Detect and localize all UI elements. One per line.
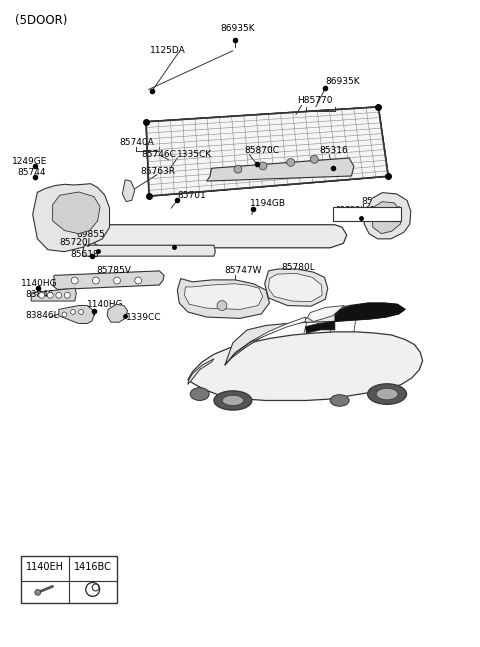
Polygon shape: [90, 225, 347, 248]
Text: 89855: 89855: [76, 230, 105, 239]
Circle shape: [259, 162, 267, 170]
Text: 1416BC: 1416BC: [74, 562, 112, 573]
Ellipse shape: [35, 589, 41, 595]
Polygon shape: [31, 288, 76, 301]
Polygon shape: [53, 192, 100, 234]
Text: 85316: 85316: [320, 146, 348, 155]
Polygon shape: [146, 107, 388, 196]
Text: 1339CC: 1339CC: [126, 313, 162, 322]
Text: 1140EH: 1140EH: [26, 562, 64, 573]
Text: 85763R: 85763R: [140, 167, 175, 176]
Text: 1249GE: 1249GE: [12, 157, 48, 166]
Circle shape: [62, 312, 67, 317]
Polygon shape: [33, 184, 109, 252]
Polygon shape: [184, 284, 263, 309]
Polygon shape: [307, 305, 344, 322]
Ellipse shape: [376, 388, 398, 400]
Ellipse shape: [368, 384, 407, 404]
Circle shape: [71, 309, 75, 314]
Text: 85701: 85701: [178, 191, 206, 200]
Polygon shape: [372, 202, 401, 234]
Text: 85744: 85744: [17, 168, 46, 177]
Ellipse shape: [190, 388, 209, 400]
Polygon shape: [363, 193, 411, 239]
PathPatch shape: [146, 107, 388, 196]
Text: 1194GB: 1194GB: [251, 199, 287, 208]
Polygon shape: [107, 304, 128, 322]
Polygon shape: [188, 359, 214, 384]
Circle shape: [114, 277, 120, 284]
Text: 1335CK: 1335CK: [178, 149, 213, 159]
Circle shape: [71, 277, 78, 284]
Text: 85753L: 85753L: [336, 206, 366, 215]
Circle shape: [47, 292, 53, 298]
Polygon shape: [188, 332, 423, 400]
Text: 85747W: 85747W: [225, 267, 262, 276]
Text: 85730A: 85730A: [361, 197, 396, 206]
Circle shape: [311, 155, 318, 163]
Text: 85746C: 85746C: [141, 149, 176, 159]
Polygon shape: [225, 317, 305, 365]
Polygon shape: [225, 303, 405, 365]
Circle shape: [135, 277, 142, 284]
Circle shape: [64, 292, 70, 298]
Circle shape: [234, 165, 242, 173]
Text: 83846: 83846: [25, 290, 54, 299]
Polygon shape: [83, 245, 216, 256]
Polygon shape: [264, 269, 328, 306]
Circle shape: [93, 277, 99, 284]
Bar: [334, 207, 401, 221]
Circle shape: [79, 309, 84, 314]
Text: 85740A: 85740A: [119, 138, 154, 147]
Text: 86935K: 86935K: [325, 76, 360, 85]
Polygon shape: [178, 279, 269, 318]
Text: 85870C: 85870C: [245, 146, 280, 155]
Text: 1125DA: 1125DA: [150, 47, 186, 56]
Polygon shape: [268, 274, 322, 302]
Polygon shape: [59, 305, 94, 324]
Text: 1140HG: 1140HG: [87, 300, 124, 309]
Text: 85780L: 85780L: [282, 263, 315, 272]
Text: (5DOOR): (5DOOR): [14, 14, 67, 27]
Ellipse shape: [222, 395, 243, 406]
Polygon shape: [54, 271, 164, 289]
Polygon shape: [305, 303, 405, 333]
Text: 85618: 85618: [70, 250, 99, 259]
Polygon shape: [207, 158, 354, 181]
Circle shape: [39, 292, 45, 298]
Ellipse shape: [330, 395, 349, 406]
Text: 83846L: 83846L: [25, 311, 59, 320]
Bar: [21, 556, 117, 602]
Text: 86935K: 86935K: [220, 24, 255, 33]
Circle shape: [287, 159, 295, 166]
Circle shape: [217, 301, 227, 311]
Text: 85785V: 85785V: [96, 266, 132, 275]
Text: 85746C: 85746C: [338, 214, 369, 223]
Text: 1335CK: 1335CK: [370, 206, 400, 215]
Text: 85720J: 85720J: [60, 238, 91, 247]
Ellipse shape: [214, 391, 252, 410]
Polygon shape: [122, 180, 135, 202]
Text: H85770: H85770: [297, 96, 333, 105]
Circle shape: [56, 292, 62, 298]
Text: 1140HG: 1140HG: [21, 280, 58, 288]
